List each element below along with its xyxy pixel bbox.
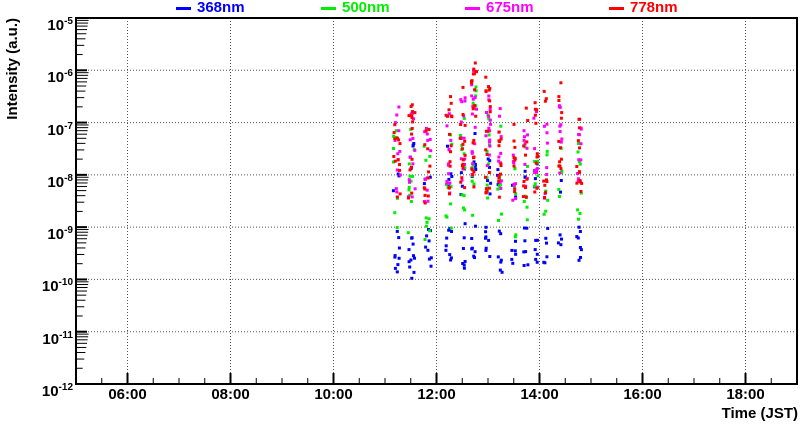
legend-dash-icon [176,6,191,10]
legend-label: 778nm [630,0,678,16]
series-500nm-points [392,85,583,241]
x-tick-label: 18:00 [726,386,765,403]
legend-label: 675nm [486,0,534,16]
x-axis-title: Time (JST) [721,405,798,422]
y-tick-label: 10-10 [41,277,73,296]
y-tick-label: 10-5 [47,16,73,34]
x-tick-label: 12:00 [417,386,456,403]
legend-item-500nm: 500nm [321,0,390,16]
legend-label: 368nm [197,0,245,16]
legend-item-778nm: 778nm [609,0,678,16]
series-778nm-points [392,61,584,205]
y-tick-label: 10-9 [47,225,73,244]
legend-item-675nm: 675nm [465,0,534,16]
y-tick-label: 10-6 [47,68,73,87]
legend-label: 500nm [342,0,390,16]
y-axis-title: Intensity (a.u.) [4,18,21,120]
x-tick-label: 14:00 [520,386,559,403]
legend-item-368nm: 368nm [176,0,245,16]
x-tick-label: 06:00 [108,386,147,403]
legend-dash-icon [321,6,336,10]
legend-dash-icon [609,6,624,10]
y-tick-label: 10-11 [42,329,73,348]
x-tick-label: 16:00 [623,386,662,403]
y-tick-label: 10-8 [47,172,73,191]
legend-dash-icon [465,6,480,10]
x-tick-label: 10:00 [314,386,353,403]
y-tick-label: 10-7 [47,120,73,139]
x-tick-label: 08:00 [211,386,250,403]
series-368nm-points [391,132,583,280]
y-tick-label: 10-12 [41,382,73,400]
